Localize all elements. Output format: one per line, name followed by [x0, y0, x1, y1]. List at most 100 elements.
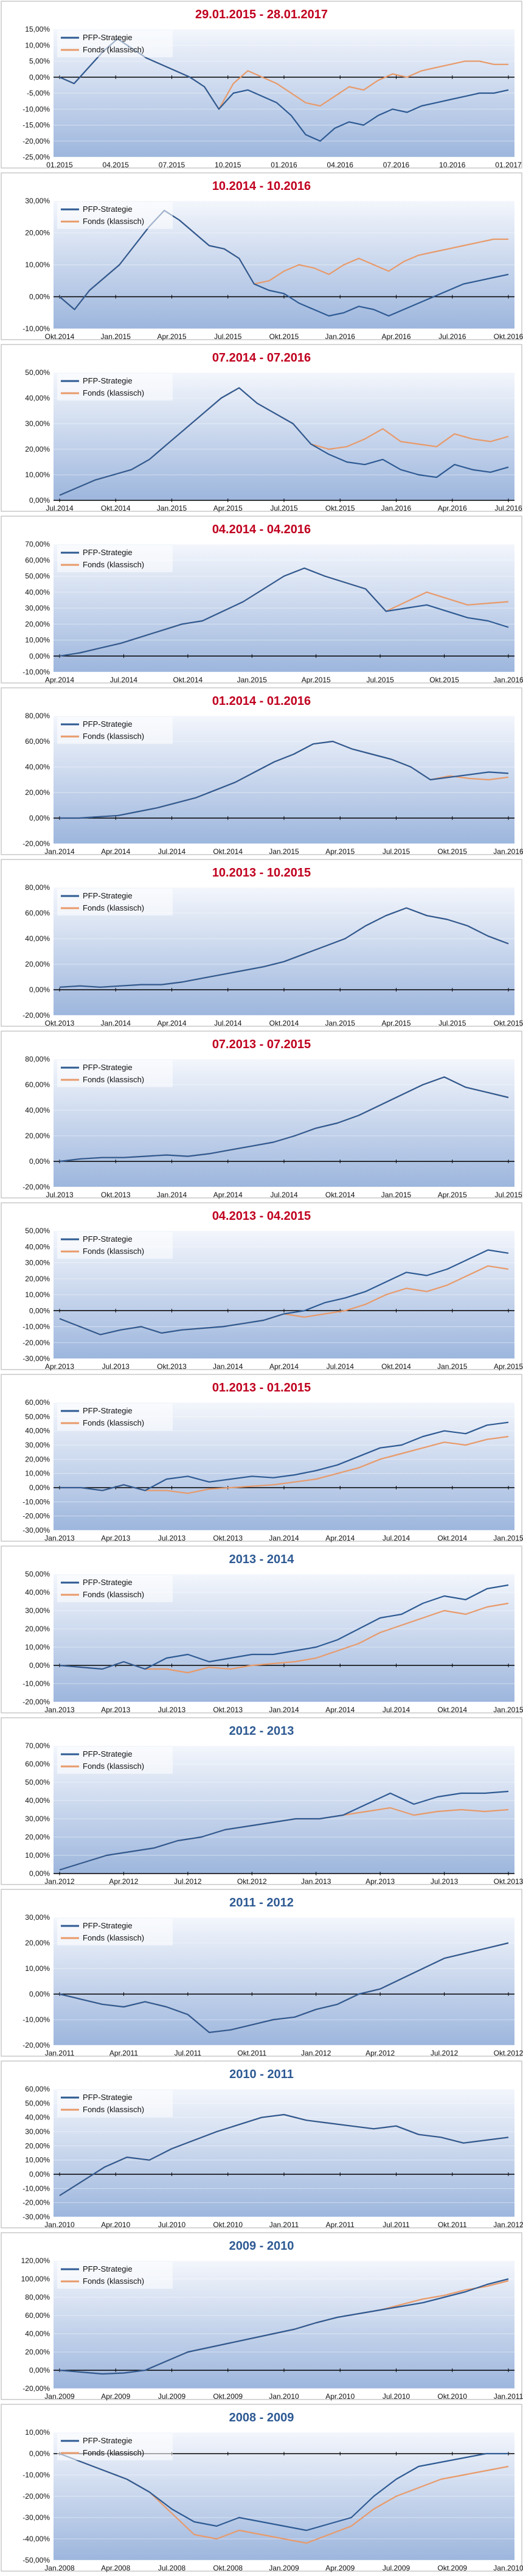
x-tick-label: Jan.2014 — [157, 1191, 187, 1199]
y-tick-label: -40,00% — [23, 2535, 50, 2543]
y-tick-label: 15,00% — [25, 25, 50, 33]
legend-pfp-label: PFP-Strategie — [83, 1749, 133, 1759]
y-tick-label: -30,00% — [23, 1354, 50, 1363]
x-tick-label: Apr.2013 — [101, 1534, 130, 1542]
x-tick-label: Jan.2012 — [44, 1877, 75, 1886]
line-chart: 2012 - 2013 0,00% 10,00% 20,00% 30,00% 40,00%… — [1, 1717, 523, 1886]
x-tick-label: Jan.2016 — [493, 847, 523, 856]
x-tick-label: Jan.2015 — [493, 1706, 523, 1714]
y-tick-label: 0,00% — [29, 496, 50, 505]
chart-title: 01.2014 - 01.2016 — [212, 695, 311, 708]
y-tick-label: 50,00% — [25, 1412, 50, 1421]
x-tick-label: Okt.2015 — [269, 332, 299, 341]
legend-fonds-label: Fonds (klassisch) — [83, 903, 144, 912]
y-tick-label: -30,00% — [23, 2513, 50, 2522]
legend-fonds-label: Fonds (klassisch) — [83, 1075, 144, 1084]
y-tick-label: -30,00% — [23, 2213, 50, 2221]
line-chart: 10.2013 - 10.2015 -20,00% 0,00% 20,00% 40,00… — [1, 859, 523, 1027]
y-tick-label: 40,00% — [25, 1796, 50, 1805]
x-tick-label: Okt.2015 — [325, 504, 355, 513]
chart-panel: 01.2014 - 01.2016 -20,00% 0,00% 20,00% 40,00… — [0, 687, 523, 858]
y-tick-label: -10,00% — [23, 1679, 50, 1688]
y-tick-label: -20,00% — [23, 839, 50, 848]
line-chart: 04.2013 - 04.2015 -30,00% -20,00% -10,00% 0,… — [1, 1202, 523, 1371]
x-tick-label: Apr.2015 — [494, 1362, 523, 1371]
x-tick-label: Apr.2015 — [213, 504, 243, 513]
y-tick-label: 0,00% — [29, 73, 50, 82]
legend-fonds-label: Fonds (klassisch) — [83, 1590, 144, 1599]
chart-panel: 29.01.2015 - 28.01.2017 -25,00% -20,00% -15… — [0, 0, 523, 172]
chart-title: 07.2014 - 07.2016 — [212, 351, 311, 365]
chart-title: 2010 - 2011 — [229, 2068, 294, 2081]
chart-panel: 2013 - 2014 -20,00% -10,00% 0,00% 10,00% 20,0… — [0, 1545, 523, 1717]
y-tick-label: 20,00% — [25, 1939, 50, 1947]
x-tick-label: Apr.2016 — [438, 504, 467, 513]
x-tick-label: Apr.2012 — [109, 1877, 138, 1886]
x-tick-label: Okt.2014 — [269, 1019, 299, 1027]
y-tick-label: -30,00% — [23, 1526, 50, 1535]
x-tick-label: Okt.2014 — [101, 504, 131, 513]
legend: PFP-Strategie Fonds (klassisch) — [57, 30, 173, 57]
x-tick-label: Jan.2015 — [437, 1362, 468, 1371]
line-chart: 2013 - 2014 -20,00% -10,00% 0,00% 10,00% 20,0… — [1, 1545, 523, 1714]
x-tick-label: Jan.2013 — [44, 1706, 75, 1714]
x-tick-label: Apr.2014 — [325, 1534, 355, 1542]
legend-pfp-label: PFP-Strategie — [83, 376, 133, 385]
y-tick-label: 20,00% — [25, 2141, 50, 2150]
x-tick-label: Okt.2014 — [173, 676, 203, 684]
x-tick-label: Jul.2014 — [214, 1019, 242, 1027]
x-tick-label: Apr.2009 — [325, 2564, 355, 2572]
chart-title: 04.2014 - 04.2016 — [212, 523, 311, 536]
y-tick-label: 30,00% — [25, 1441, 50, 1449]
chart-panel: 07.2013 - 07.2015 -20,00% 0,00% 20,00% 40,00… — [0, 1030, 523, 1202]
x-tick-label: Jan.2008 — [44, 2564, 75, 2572]
chart-panel: 10.2013 - 10.2015 -20,00% 0,00% 20,00% 40,00… — [0, 858, 523, 1030]
y-tick-label: -20,00% — [23, 1183, 50, 1191]
x-tick-label: Okt.2010 — [437, 2392, 467, 2401]
x-tick-label: Jan.2011 — [494, 2392, 523, 2401]
y-tick-label: 30,00% — [25, 2127, 50, 2136]
legend-pfp-label: PFP-Strategie — [83, 891, 133, 900]
line-chart: 29.01.2015 - 28.01.2017 -25,00% -20,00% -15… — [1, 1, 522, 169]
y-tick-label: 40,00% — [25, 394, 50, 402]
legend-box — [57, 545, 173, 572]
y-tick-label: 30,00% — [25, 1815, 50, 1823]
x-tick-label: Apr.2010 — [325, 2392, 355, 2401]
y-tick-label: 10,00% — [25, 636, 50, 645]
x-tick-label: Jan.2016 — [493, 676, 523, 684]
y-tick-label: 0,00% — [29, 1661, 50, 1670]
y-tick-label: -10,00% — [23, 2015, 50, 2024]
chart-panel: 2008 - 2009 -50,00% -40,00% -30,00% -20,00% -… — [0, 2403, 523, 2575]
y-tick-label: 5,00% — [29, 57, 50, 66]
legend-fonds-label: Fonds (klassisch) — [83, 45, 144, 54]
pfp-series-line — [60, 740, 509, 819]
legend-box — [57, 2262, 173, 2289]
x-tick-label: Jan.2011 — [45, 2049, 75, 2057]
y-tick-label: 10,00% — [25, 2428, 50, 2437]
x-tick-label: Apr.2014 — [213, 1191, 243, 1199]
y-tick-label: 40,00% — [25, 2329, 50, 2338]
y-tick-label: -25,00% — [23, 153, 50, 161]
y-tick-label: -20,00% — [23, 137, 50, 145]
chart-panel: 04.2013 - 04.2015 -30,00% -20,00% -10,00% 0,… — [0, 1202, 523, 1373]
legend-pfp-label: PFP-Strategie — [83, 1063, 133, 1072]
legend: PFP-Strategie Fonds (klassisch) — [57, 717, 173, 744]
legend-pfp-label: PFP-Strategie — [83, 205, 133, 214]
pfp-series-line — [59, 209, 509, 317]
legend-box — [57, 717, 173, 744]
chart-title: 2012 - 2013 — [229, 1724, 294, 1738]
chart-title: 2011 - 2012 — [229, 1896, 294, 1909]
x-tick-label: Apr.2009 — [101, 2392, 130, 2401]
legend-box — [57, 1232, 173, 1259]
x-tick-label: Okt.2016 — [494, 332, 523, 341]
y-tick-label: 0,00% — [29, 814, 50, 822]
chart-panel: 2011 - 2012 -20,00% -10,00% 0,00% 10,00% 20,0… — [0, 1888, 523, 2060]
y-tick-label: -10,00% — [23, 105, 50, 113]
y-tick-label: 0,00% — [29, 1483, 50, 1492]
y-tick-label: 10,00% — [25, 2156, 50, 2165]
legend: PFP-Strategie Fonds (klassisch) — [57, 202, 173, 229]
legend-fonds-label: Fonds (klassisch) — [83, 1762, 144, 1771]
legend-pfp-label: PFP-Strategie — [83, 719, 133, 729]
x-tick-label: Okt.2014 — [213, 847, 243, 856]
